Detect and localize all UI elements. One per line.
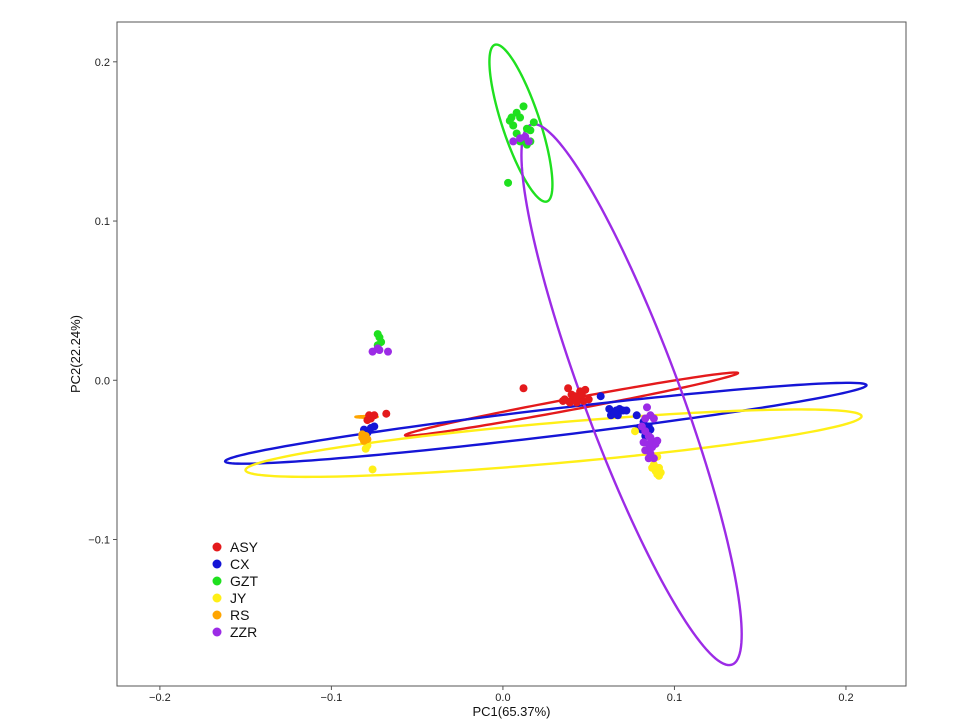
- point-asy: [572, 398, 581, 407]
- y-tick-label: 0.2: [95, 57, 110, 69]
- y-axis: −0.1 0.0 0.1 0.2: [88, 57, 117, 547]
- ellipse-gzt: [488, 43, 554, 203]
- point-gzt: [505, 116, 514, 125]
- point-asy: [558, 396, 567, 405]
- point-gzt: [529, 118, 538, 127]
- x-tick-label: 0.0: [495, 692, 510, 704]
- ellipse-zzr: [520, 122, 743, 667]
- legend-label-gzt: GZT: [230, 573, 258, 589]
- point-jy: [361, 444, 370, 453]
- x-tick-label: 0.1: [667, 692, 682, 704]
- point-zzr: [375, 346, 384, 355]
- x-tick-label: 0.2: [838, 692, 853, 704]
- point-zzr: [649, 414, 658, 423]
- point-zzr: [524, 137, 533, 146]
- point-jy: [368, 465, 377, 474]
- ellipse-jy: [244, 408, 863, 479]
- point-jy: [653, 470, 662, 479]
- point-gzt: [516, 113, 525, 122]
- point-cx: [366, 424, 375, 433]
- x-axis-title: PC1(65.37%): [472, 704, 550, 719]
- point-asy: [519, 384, 528, 393]
- point-asy: [584, 395, 593, 404]
- legend-label-asy: ASY: [230, 539, 259, 555]
- legend-label-cx: CX: [230, 556, 250, 572]
- legend-marker-asy: [212, 542, 222, 552]
- point-zzr: [646, 433, 655, 442]
- legend-marker-rs: [212, 610, 222, 620]
- point-gzt: [526, 126, 535, 135]
- point-zzr: [646, 449, 655, 458]
- legend-marker-gzt: [212, 576, 222, 586]
- plot-frame: [116, 21, 907, 687]
- confidence-ellipses: [223, 43, 868, 667]
- point-zzr: [653, 436, 662, 445]
- point-gzt: [504, 178, 513, 187]
- y-tick-label: 0.0: [95, 375, 110, 387]
- point-asy: [363, 416, 372, 425]
- point-zzr: [384, 347, 392, 356]
- ellipse-cx: [223, 381, 868, 465]
- point-asy: [382, 409, 391, 418]
- y-tick-label: −0.1: [88, 535, 110, 547]
- y-tick-label: 0.1: [95, 216, 110, 228]
- point-gzt: [519, 102, 528, 111]
- legend-label-zzr: ZZR: [230, 624, 257, 640]
- legend-marker-jy: [212, 593, 222, 603]
- point-asy: [577, 390, 586, 399]
- point-zzr: [644, 439, 653, 448]
- legend-marker-zzr: [212, 627, 222, 637]
- point-asy: [565, 398, 574, 407]
- point-jy: [631, 427, 639, 436]
- x-tick-label: −0.2: [149, 692, 171, 704]
- point-zzr: [643, 403, 651, 412]
- x-tick-label: −0.1: [321, 692, 343, 704]
- data-points: [358, 102, 665, 480]
- point-asy: [564, 384, 573, 393]
- ellipse-asy: [403, 371, 740, 437]
- legend-label-rs: RS: [230, 607, 249, 623]
- point-cx: [622, 406, 631, 415]
- point-cx: [596, 392, 605, 401]
- point-jy: [648, 463, 657, 472]
- legend-marker-cx: [212, 559, 222, 569]
- point-rs: [363, 435, 372, 444]
- point-cx: [632, 411, 641, 420]
- legend-label-jy: JY: [230, 590, 247, 606]
- point-zzr: [509, 137, 518, 146]
- point-asy: [570, 392, 579, 401]
- x-axis: −0.2 −0.1 0.0 0.1 0.2: [149, 686, 854, 704]
- y-axis-title: PC2(22.24%): [68, 315, 83, 393]
- point-cx: [610, 409, 619, 418]
